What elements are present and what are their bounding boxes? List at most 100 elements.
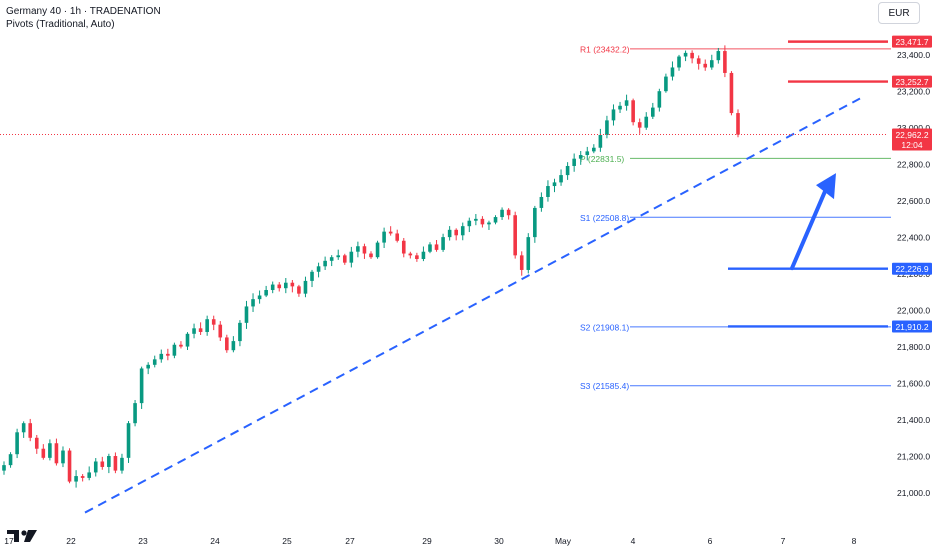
- candle-body: [342, 255, 347, 263]
- candle-body: [2, 465, 6, 471]
- candle-body: [572, 158, 576, 166]
- x-tick-label[interactable]: 24: [210, 536, 220, 546]
- candle-body: [192, 328, 196, 334]
- y-tick-label[interactable]: 23,200.0: [897, 87, 930, 97]
- candle-body: [251, 299, 255, 307]
- tradingview-logo-icon[interactable]: [6, 528, 38, 544]
- currency-button[interactable]: EUR: [878, 2, 920, 24]
- candle-body: [139, 368, 144, 404]
- candle-body: [487, 222, 491, 225]
- x-tick-label[interactable]: 4: [631, 536, 636, 546]
- candle-body: [290, 282, 295, 287]
- x-tick-label[interactable]: 25: [282, 536, 292, 546]
- candle-body: [546, 186, 550, 197]
- candle-body: [690, 52, 694, 59]
- x-tick-label[interactable]: May: [555, 536, 572, 546]
- candle-body: [67, 450, 72, 482]
- y-tick-label[interactable]: 21,600.0: [897, 379, 930, 389]
- candle-body: [401, 240, 406, 254]
- candle-body: [323, 260, 327, 267]
- key-level-price-label-text: 21,910.2: [895, 322, 928, 332]
- candle-body: [559, 175, 563, 183]
- symbol-title[interactable]: Germany 40 · 1h · TRADENATION: [6, 6, 161, 17]
- candle-body: [277, 284, 282, 289]
- trend-arrow-head-icon[interactable]: [816, 173, 836, 200]
- candle-body: [611, 109, 616, 121]
- x-tick-label[interactable]: 17: [4, 536, 14, 546]
- y-tick-label[interactable]: 23,400.0: [897, 50, 930, 60]
- candle-body: [408, 253, 413, 256]
- x-tick-label[interactable]: 22: [66, 536, 76, 546]
- y-tick-label[interactable]: 23,000.0: [897, 123, 930, 133]
- candle-body: [519, 255, 524, 270]
- candle-body: [513, 215, 517, 256]
- x-tick-label[interactable]: 30: [494, 536, 504, 546]
- candle-body: [624, 100, 629, 106]
- candle-body: [329, 257, 334, 261]
- candle-body: [41, 448, 46, 458]
- candle-body: [185, 333, 190, 347]
- candle-body: [297, 286, 301, 294]
- trendline-layer[interactable]: [84, 97, 861, 514]
- candle-body: [493, 217, 498, 223]
- candle-body: [631, 100, 635, 123]
- candle-body: [316, 266, 321, 272]
- candle-body: [651, 107, 655, 117]
- candle-body: [107, 456, 111, 467]
- x-axis[interactable]: 17 22 23 24 25 27 29 30 May 4 6 7 8: [4, 536, 856, 546]
- candle-body: [205, 319, 209, 332]
- pivot-label-r1: R1 (23432.2): [580, 44, 630, 54]
- candle-body: [336, 255, 341, 258]
- y-tick-label[interactable]: 21,200.0: [897, 452, 930, 462]
- candle-body: [539, 196, 544, 208]
- key-levels-layer: [728, 40, 888, 328]
- candle-body: [218, 324, 223, 338]
- arrow-layer[interactable]: [790, 173, 836, 271]
- candle-body: [618, 105, 622, 110]
- candle-body: [585, 151, 590, 156]
- y-tick-label[interactable]: 22,000.0: [897, 306, 930, 316]
- candle-body: [166, 353, 170, 356]
- candle-body: [284, 282, 288, 289]
- x-tick-label[interactable]: 29: [422, 536, 432, 546]
- dashed-trendline[interactable]: [84, 97, 861, 514]
- indicator-title[interactable]: Pivots (Traditional, Auto): [6, 19, 115, 30]
- key-level-price-label-text: 23,471.7: [895, 37, 928, 47]
- y-tick-label[interactable]: 21,000.0: [897, 488, 930, 498]
- pivot-label-s2: S2 (21908.1): [580, 322, 629, 332]
- candle-body: [126, 423, 131, 458]
- candle-body: [133, 403, 137, 424]
- trend-arrow-shaft[interactable]: [790, 187, 828, 271]
- y-tick-label[interactable]: 22,800.0: [897, 160, 930, 170]
- candle-body: [152, 359, 157, 365]
- last-price-label-text: 22,962.2: [895, 130, 928, 140]
- candle-body: [211, 319, 216, 325]
- candle-body: [506, 209, 511, 216]
- candle-body: [480, 218, 485, 225]
- y-tick-label[interactable]: 22,400.0: [897, 233, 930, 243]
- candle-body: [198, 328, 203, 332]
- candle-body: [159, 353, 164, 360]
- candle-body: [238, 322, 242, 342]
- y-tick-label[interactable]: 21,800.0: [897, 342, 930, 352]
- candle-body: [93, 461, 98, 473]
- candle-body: [349, 251, 354, 263]
- candle-body: [48, 443, 52, 458]
- x-tick-label[interactable]: 27: [345, 536, 355, 546]
- y-tick-label[interactable]: 22,600.0: [897, 196, 930, 206]
- candle-body: [34, 437, 39, 449]
- x-tick-label[interactable]: 7: [781, 536, 786, 546]
- candle-body: [113, 456, 118, 471]
- candle-body: [356, 246, 360, 252]
- candle-body: [428, 244, 432, 252]
- x-tick-label[interactable]: 6: [708, 536, 713, 546]
- candle-body: [8, 454, 13, 466]
- x-tick-label[interactable]: 23: [138, 536, 148, 546]
- x-tick-label[interactable]: 8: [852, 536, 857, 546]
- chart-legend[interactable]: Germany 40 · 1h · TRADENATION Pivots (Tr…: [6, 5, 161, 31]
- last-price-label-box: [892, 128, 932, 151]
- candle-body: [375, 242, 380, 258]
- y-tick-label[interactable]: 21,400.0: [897, 415, 930, 425]
- candle-body: [388, 231, 393, 234]
